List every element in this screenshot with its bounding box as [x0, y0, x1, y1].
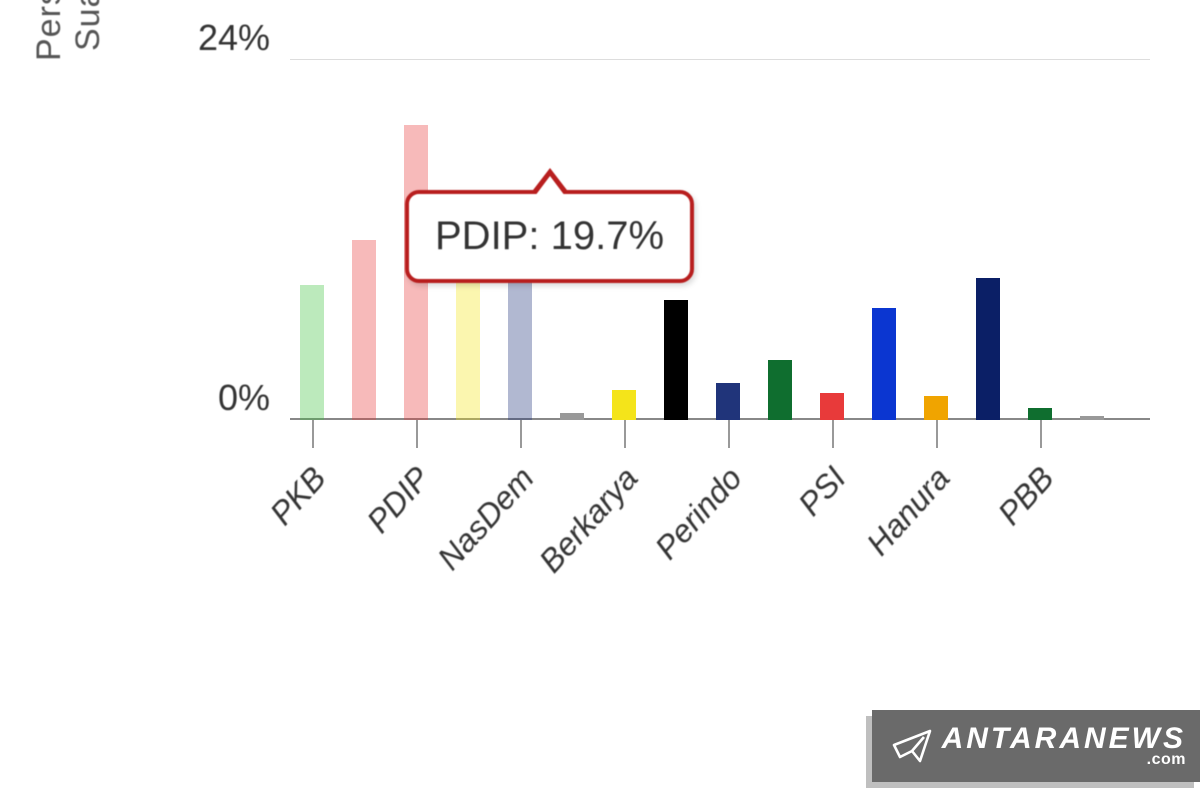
bar — [508, 263, 532, 421]
bar — [872, 308, 896, 421]
bar — [976, 278, 1000, 421]
x-tick-mark — [936, 420, 938, 448]
vote-share-bar-chart: Persentase Suara (%) 0%24% PDIP: 19.7% P… — [40, 40, 1160, 640]
x-tick-label: Berkarya — [532, 460, 645, 580]
bar — [924, 396, 948, 420]
bar — [352, 240, 376, 420]
plot-area: PDIP: 19.7% — [290, 60, 1150, 420]
y-axis-ticks: 0%24% — [160, 60, 280, 420]
x-tick-mark — [832, 420, 834, 448]
y-tick-label: 24% — [198, 17, 270, 59]
x-tick-label: NasDem — [431, 460, 542, 577]
bar — [560, 413, 584, 421]
x-tick-mark — [416, 420, 418, 448]
paper-plane-icon — [892, 729, 932, 763]
x-tick-mark — [312, 420, 314, 448]
watermark-main-text: ANTARANEWS — [942, 724, 1186, 754]
x-tick-label: PDIP — [360, 460, 437, 540]
bar — [1080, 416, 1104, 421]
watermark-sub-text: .com — [1147, 752, 1186, 768]
x-tick-mark — [1040, 420, 1042, 448]
bar — [664, 300, 688, 420]
x-tick-label: PKB — [263, 460, 333, 532]
x-tick-label: PSI — [791, 460, 853, 523]
bar — [716, 383, 740, 421]
tooltip-text: PDIP: 19.7% — [435, 214, 664, 258]
chart-tooltip: PDIP: 19.7% — [405, 190, 694, 283]
y-axis-label: Persentase Suara (%) — [30, 0, 108, 100]
x-tick-mark — [624, 420, 626, 448]
x-tick-label: Hanura — [860, 460, 958, 563]
x-tick-mark — [520, 420, 522, 448]
y-tick-label: 0% — [218, 377, 270, 419]
x-tick-label: Perindo — [648, 460, 749, 567]
x-tick-mark — [728, 420, 730, 448]
x-axis-labels: PKBPDIPNasDemBerkaryaPerindoPSIHanuraPBB — [290, 440, 1150, 640]
bar — [300, 285, 324, 420]
bar — [1028, 408, 1052, 420]
bar — [768, 360, 792, 420]
source-watermark: ANTARANEWS .com — [872, 710, 1200, 782]
bar — [820, 393, 844, 420]
x-tick-label: PBB — [991, 460, 1061, 532]
bar — [612, 390, 636, 420]
